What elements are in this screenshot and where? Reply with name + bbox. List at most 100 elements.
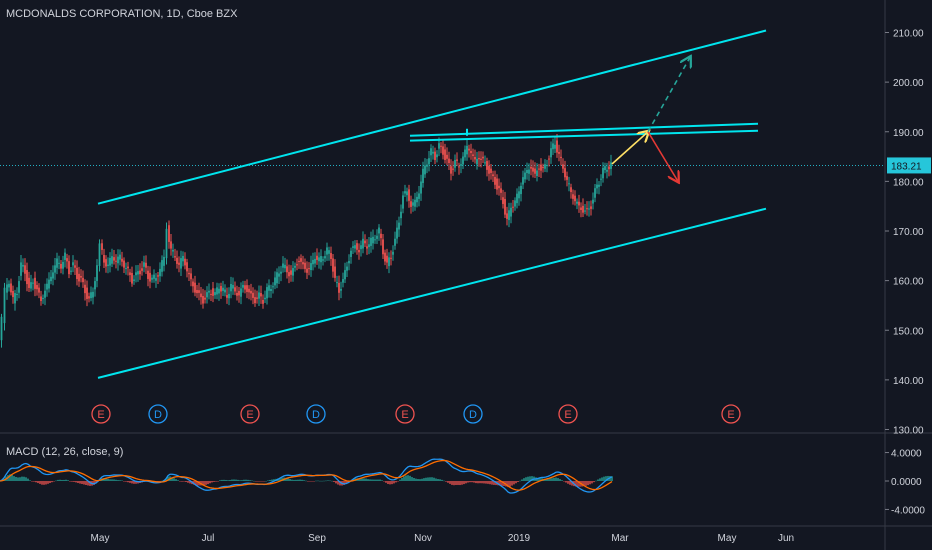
macd-histogram-bar xyxy=(463,481,465,485)
candle-body xyxy=(143,262,145,267)
candle-body xyxy=(226,295,228,298)
macd-histogram-bar xyxy=(267,480,269,481)
macd-histogram-bar xyxy=(337,481,339,485)
macd-histogram-bar xyxy=(251,480,253,482)
candle-body xyxy=(442,146,444,155)
macd-histogram-bar xyxy=(481,481,483,484)
candle-body xyxy=(161,260,163,272)
macd-y-tick-label: 0.0000 xyxy=(891,477,922,488)
candle-body xyxy=(52,272,54,279)
candle-body xyxy=(444,149,446,160)
last-price-label: 183.21 xyxy=(891,161,922,172)
macd-histogram-bar xyxy=(195,481,197,486)
macd-histogram-bar xyxy=(461,481,463,485)
candle-body xyxy=(113,257,115,261)
candle-body xyxy=(236,292,238,296)
macd-histogram-bar xyxy=(597,479,599,481)
macd-histogram-bar xyxy=(571,481,573,486)
candle-body xyxy=(318,257,320,262)
macd-histogram-bar xyxy=(439,479,441,481)
candle-body xyxy=(592,199,594,204)
candle-body xyxy=(380,233,382,239)
macd-histogram-bar xyxy=(415,478,417,481)
candle-body xyxy=(484,162,486,164)
macd-histogram-bar xyxy=(487,481,489,484)
macd-histogram-bar xyxy=(23,476,25,481)
candle-body xyxy=(568,183,570,185)
macd-histogram-bar xyxy=(287,478,289,481)
x-tick-label: 2019 xyxy=(508,533,531,544)
candle-body xyxy=(558,151,560,154)
macd-histogram-bar xyxy=(537,477,539,481)
candle-body xyxy=(580,207,582,211)
candle-body xyxy=(238,290,240,296)
candle-body xyxy=(14,293,16,304)
macd-histogram-bar xyxy=(273,479,275,481)
candle-body xyxy=(66,258,68,262)
candle-body xyxy=(244,285,246,290)
macd-histogram-bar xyxy=(513,481,515,485)
macd-histogram-bar xyxy=(531,476,533,481)
candle-body xyxy=(38,287,40,293)
candle-body xyxy=(78,273,80,282)
candle-body xyxy=(610,162,612,169)
candle-body xyxy=(590,206,592,209)
candle-body xyxy=(107,264,109,266)
candle-body xyxy=(356,243,358,250)
candle-body xyxy=(420,181,422,194)
candle-body xyxy=(62,261,64,269)
macd-histogram-bar xyxy=(299,479,301,481)
candle-body xyxy=(220,286,222,292)
candle-body xyxy=(506,213,508,219)
candle-body xyxy=(464,149,466,158)
candle-body xyxy=(432,151,434,154)
macd-histogram-bar xyxy=(489,481,491,485)
candle-body xyxy=(68,261,70,275)
macd-histogram-bar xyxy=(587,481,589,486)
candle-body xyxy=(336,282,338,284)
macd-histogram-bar xyxy=(123,481,125,482)
candle-body xyxy=(22,264,24,267)
macd-histogram-bar xyxy=(45,481,47,485)
macd-histogram-bar xyxy=(601,477,603,481)
candle-body xyxy=(438,143,440,149)
candle-body xyxy=(172,249,174,252)
candle-body xyxy=(538,168,540,170)
candle-body xyxy=(510,207,512,217)
macd-histogram-bar xyxy=(135,481,137,484)
candle-body xyxy=(163,256,165,266)
macd-histogram-bar xyxy=(189,481,191,484)
macd-histogram-bar xyxy=(55,480,57,482)
projection-arrow xyxy=(611,132,648,165)
candle-body xyxy=(206,292,208,298)
macd-histogram-bar xyxy=(41,481,43,485)
macd-histogram-bar xyxy=(311,481,313,482)
macd-histogram-bar xyxy=(387,481,389,485)
candle-body xyxy=(342,279,344,283)
candle-body xyxy=(92,291,94,298)
candle-body xyxy=(350,250,352,257)
candle-body xyxy=(332,258,334,272)
candle-body xyxy=(528,169,530,174)
macd-histogram-bar xyxy=(39,481,41,484)
macd-histogram-bar xyxy=(523,478,525,481)
projection-arrow xyxy=(647,131,678,182)
earnings-event-label: E xyxy=(727,409,734,421)
macd-histogram-bar xyxy=(43,481,45,485)
candle-body xyxy=(522,177,524,185)
macd-histogram-bar xyxy=(583,481,585,487)
candle-body xyxy=(204,297,206,300)
candle-body xyxy=(400,211,402,219)
candle-body xyxy=(242,284,244,288)
dividend-event-marker xyxy=(306,404,326,424)
macd-histogram-bar xyxy=(585,481,587,486)
candle-body xyxy=(151,277,153,280)
earnings-event-label: E xyxy=(564,409,571,421)
macd-histogram-bar xyxy=(473,481,475,483)
candle-body xyxy=(606,169,608,172)
dividend-event-label: D xyxy=(154,409,162,421)
macd-line xyxy=(0,458,613,494)
candle-body xyxy=(90,292,92,299)
candle-body xyxy=(388,257,390,267)
